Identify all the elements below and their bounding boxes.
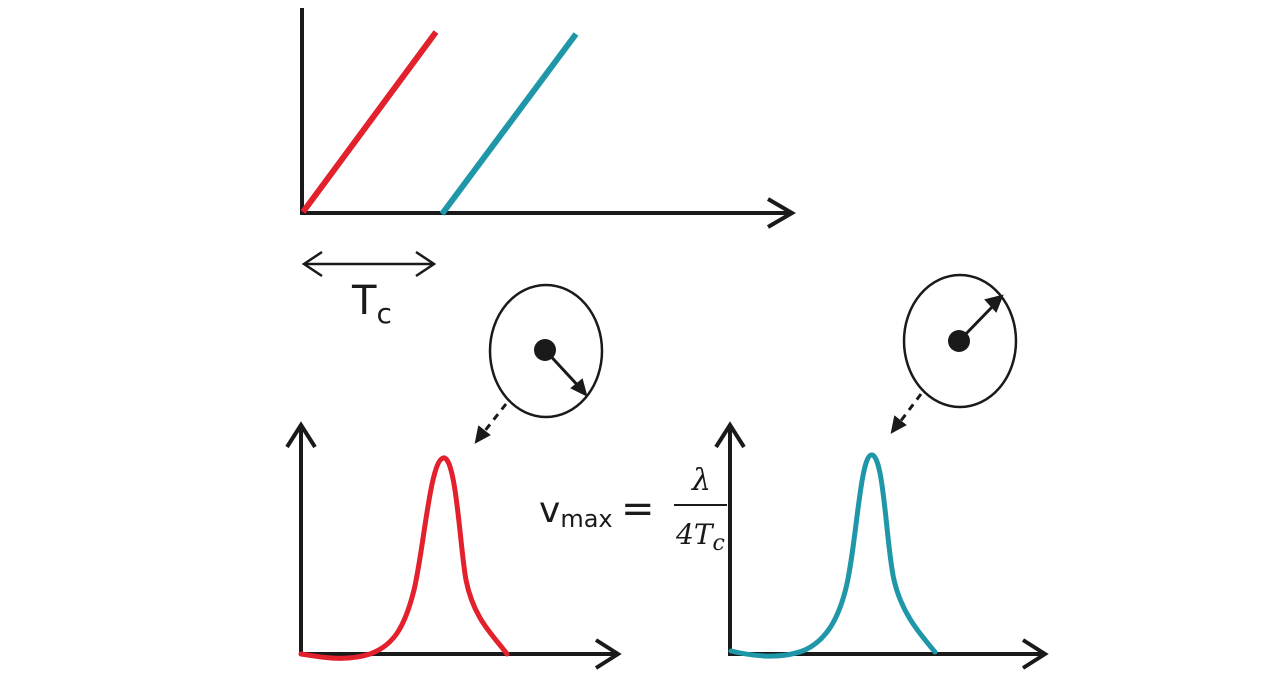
red-chirp-line <box>300 30 439 214</box>
left-target-motion-arrowhead <box>570 378 588 397</box>
tc-label: Tc <box>351 278 392 330</box>
bl-x-axis-arrowhead <box>594 638 622 670</box>
left-target-motion-arrow <box>543 348 584 392</box>
tc-interval: Tc <box>301 250 437 330</box>
vmax-equation: vmax = λ 4Tc <box>539 463 727 556</box>
red-spectrum-curve <box>298 455 510 661</box>
equals-sign: = <box>621 486 655 532</box>
tc-arrowhead-left <box>301 250 323 278</box>
top-plot <box>300 8 796 229</box>
right-dashed-pointer-arrowhead <box>890 415 907 434</box>
lambda-numerator: λ <box>691 463 711 498</box>
vmax-symbol: vmax <box>539 490 613 533</box>
top-x-axis-arrowhead <box>766 197 796 229</box>
bottom-left-plot <box>285 421 622 670</box>
bottom-right-plot <box>714 421 1049 670</box>
right-target-motion-arrow <box>957 303 996 343</box>
right-target-circle <box>902 273 1018 409</box>
bl-y-axis-arrowhead <box>285 421 317 449</box>
left-target-circle <box>488 283 604 419</box>
left-target <box>474 283 604 444</box>
left-dashed-pointer-arrowhead <box>474 425 491 444</box>
right-dashed-pointer <box>898 393 923 423</box>
right-target-motion-arrowhead <box>984 294 1004 313</box>
denominator: 4Tc <box>675 518 725 556</box>
tc-arrowhead-right <box>415 250 437 278</box>
teal-spectrum-curve <box>728 452 938 659</box>
right-target <box>890 273 1018 434</box>
teal-chirp-line <box>439 32 579 216</box>
br-x-axis-arrowhead <box>1021 638 1049 670</box>
left-dashed-pointer <box>482 403 508 433</box>
br-y-axis-arrowhead <box>714 421 746 449</box>
